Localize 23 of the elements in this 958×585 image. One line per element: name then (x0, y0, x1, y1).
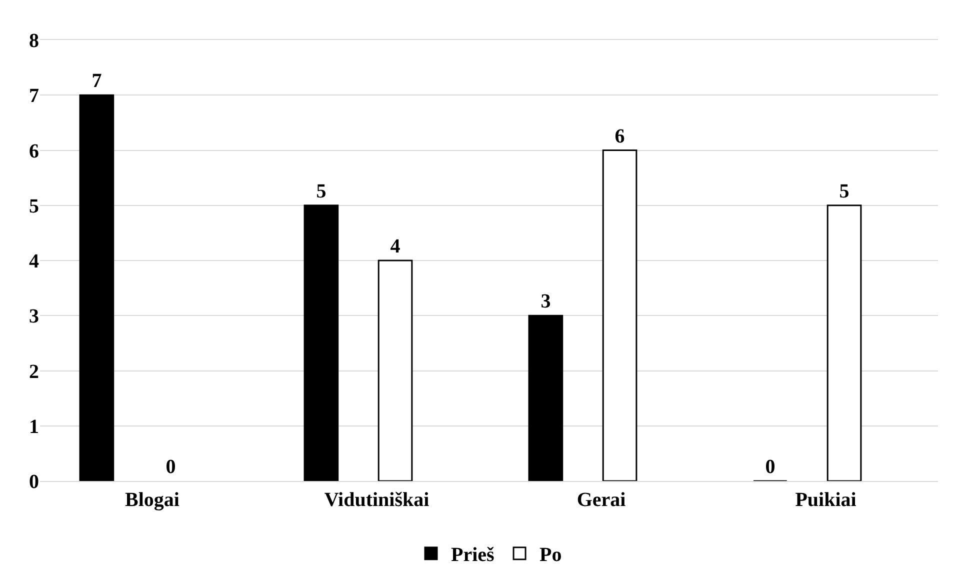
x-tick-label: Vidutiniškai (324, 489, 430, 511)
y-tick-label: 8 (29, 30, 39, 52)
y-tick-label: 1 (29, 416, 39, 438)
y-tick-label: 3 (29, 306, 39, 328)
data-label: 7 (92, 70, 102, 92)
y-tick-label: 4 (29, 250, 39, 272)
x-tick-label: Gerai (576, 489, 626, 511)
y-tick-label: 2 (29, 360, 39, 383)
legend-label: Prieš (451, 544, 495, 566)
y-tick-label: 0 (29, 471, 39, 493)
data-label: 3 (540, 290, 551, 313)
data-label: 5 (316, 180, 326, 202)
x-tick-label: Puikiai (795, 489, 857, 511)
legend-label: Po (540, 544, 562, 566)
y-tick-label: 6 (29, 140, 39, 162)
data-label: 4 (390, 236, 400, 258)
y-tick-label: 7 (29, 85, 39, 108)
y-tick-label: 5 (29, 195, 39, 218)
data-label: 6 (614, 125, 625, 148)
data-label: 5 (839, 180, 850, 202)
data-label: 0 (166, 456, 176, 478)
x-tick-label: Blogai (125, 489, 180, 511)
data-label: 0 (765, 456, 776, 478)
